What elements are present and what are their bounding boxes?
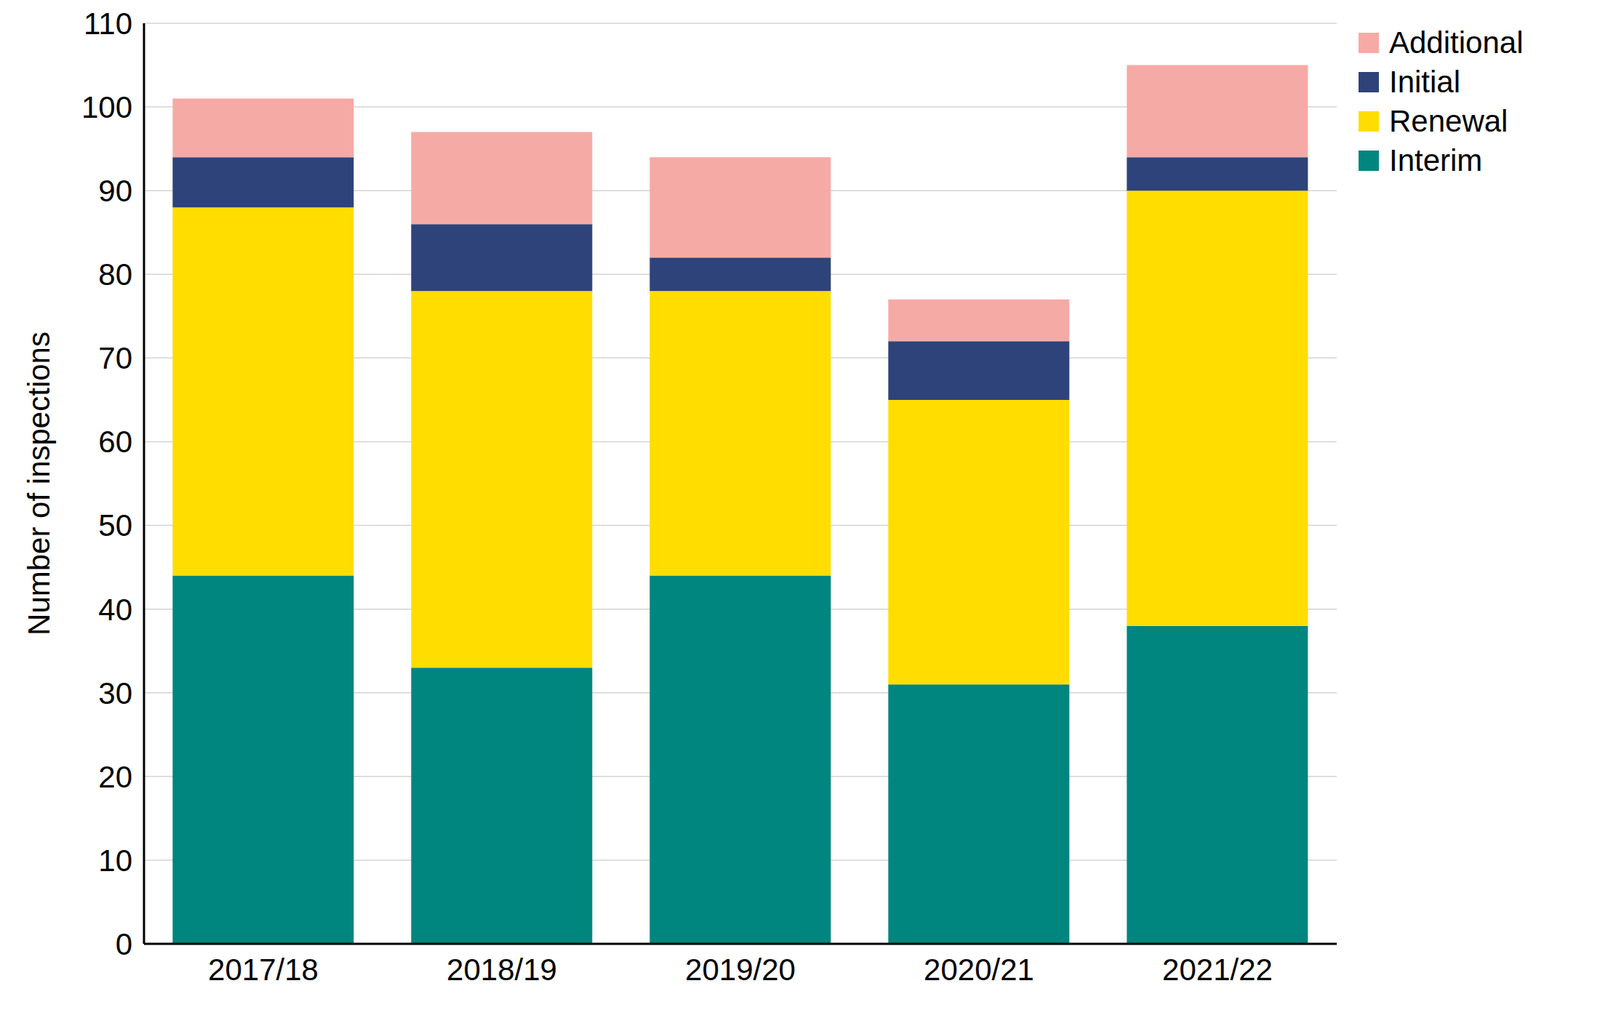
svg-text:100: 100: [81, 90, 133, 125]
svg-text:2020/21: 2020/21: [923, 952, 1035, 987]
svg-text:20: 20: [98, 760, 133, 795]
svg-text:80: 80: [98, 257, 133, 292]
svg-text:60: 60: [98, 424, 133, 459]
svg-text:2021/22: 2021/22: [1162, 952, 1273, 987]
svg-text:50: 50: [98, 508, 133, 543]
html-text:Additional: Additional: [1389, 25, 1524, 60]
svg-text:40: 40: [98, 592, 133, 627]
html-text:Initial: Initial: [1389, 64, 1461, 99]
svg-text:2017/18: 2017/18: [208, 952, 319, 987]
svg-text:Number of inspections: Number of inspections: [21, 331, 56, 636]
html-text:Renewal: Renewal: [1389, 104, 1508, 139]
html-text:Interim: Interim: [1389, 143, 1483, 178]
svg-text:0: 0: [115, 927, 133, 962]
svg-text:2019/20: 2019/20: [685, 952, 796, 987]
svg-text:2018/19: 2018/19: [446, 952, 558, 987]
svg-text:90: 90: [98, 173, 133, 208]
svg-text:110: 110: [83, 6, 133, 41]
svg-text:70: 70: [98, 341, 133, 376]
svg-text:30: 30: [98, 676, 133, 711]
svg-text:10: 10: [98, 843, 133, 878]
